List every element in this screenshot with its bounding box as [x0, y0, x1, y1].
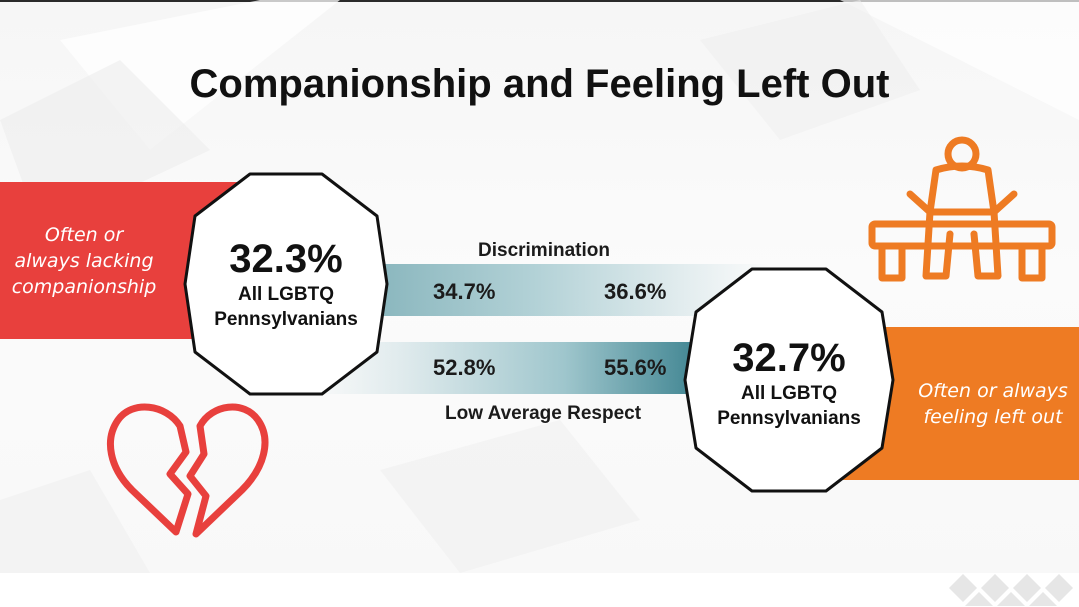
left-stat-group-line2: Pennsylvanians: [214, 309, 358, 330]
companionship-label-line: always lacking: [14, 250, 154, 272]
discrimination-right-value: 36.6%: [604, 279, 667, 304]
discrimination-left-value: 34.7%: [433, 279, 496, 304]
right-stat-group-line2: Pennsylvanians: [717, 408, 861, 429]
left-stat-group-line1: All LGBTQ: [237, 284, 335, 305]
slide-title: Companionship and Feeling Left Out: [189, 62, 890, 106]
top-rule: [0, 0, 1079, 2]
right-stat-group-line1: All LGBTQ: [740, 383, 838, 404]
left-out-label-line: feeling left out: [923, 406, 1063, 428]
companionship-label-line: Often or: [44, 224, 124, 246]
left-out-label-line: Often or always: [918, 380, 1068, 402]
respect-right-value: 55.6%: [604, 355, 667, 380]
broken-heart-icon: [107, 403, 269, 538]
discrimination-label: Discrimination: [478, 240, 610, 261]
companionship-label: Often or always lacking companionship: [4, 222, 164, 300]
left-stat-value: 32.3%: [229, 237, 343, 281]
footer-band: [0, 573, 1079, 607]
respect-left-value: 52.8%: [433, 355, 496, 380]
respect-bar: [312, 342, 732, 394]
left-stat-text: 32.3% All LGBTQ Pennsylvanians: [182, 236, 390, 332]
left-stat-octagon: [183, 172, 389, 396]
right-stat-octagon: [683, 267, 895, 493]
right-stat-text: 32.7% All LGBTQ Pennsylvanians: [682, 335, 896, 431]
corner-diamond-pattern: [949, 574, 1073, 606]
discrimination-bar: [348, 264, 768, 316]
left-out-label: Often or always feeling left out: [908, 378, 1078, 430]
respect-label: Low Average Respect: [445, 403, 642, 424]
person-on-bench-icon: [868, 136, 1056, 282]
companionship-label-line: companionship: [11, 276, 157, 298]
right-stat-value: 32.7%: [732, 336, 846, 380]
